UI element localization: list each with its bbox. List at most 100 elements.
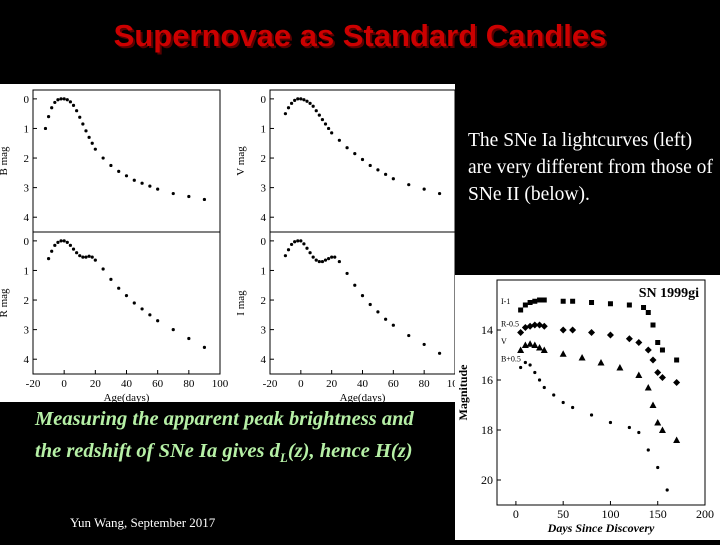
- data-point: [84, 129, 88, 133]
- data-point: [187, 194, 191, 199]
- data-point: [87, 254, 91, 258]
- x-tick-label: 150: [649, 507, 667, 521]
- x-tick-label: 40: [121, 378, 133, 390]
- data-point: [109, 277, 113, 281]
- series-label: V: [501, 337, 507, 346]
- y-tick-label: 2: [261, 153, 267, 165]
- data-point: [305, 99, 309, 103]
- data-point: [101, 156, 105, 160]
- data-point: [368, 163, 372, 168]
- y-axis-label: B mag: [0, 146, 10, 176]
- data-point: [140, 307, 144, 311]
- v-mag-panel: 0 1 2 3 4 V mag: [235, 89, 456, 233]
- data-point: [645, 310, 651, 315]
- data-point: [46, 115, 51, 119]
- y-axis-label: I mag: [235, 290, 247, 316]
- data-point: [360, 157, 365, 162]
- data-point: [171, 191, 175, 196]
- data-point: [68, 100, 72, 104]
- data-point: [93, 258, 97, 262]
- y-axis-label: V mag: [235, 146, 247, 176]
- y-tick-label: 16: [481, 373, 493, 387]
- plot-frame: [269, 231, 456, 375]
- data-point: [53, 100, 57, 105]
- data-point: [81, 122, 85, 126]
- data-point: [532, 298, 538, 304]
- data-point: [531, 341, 539, 348]
- data-point: [289, 101, 294, 105]
- data-point: [518, 307, 524, 313]
- data-point: [654, 369, 662, 376]
- b-mag-panel: 0 1 2 3 4 B mag: [0, 89, 221, 233]
- data-point: [202, 345, 207, 349]
- data-point: [536, 321, 544, 329]
- y-tick-label: 2: [24, 153, 30, 165]
- data-point: [569, 326, 577, 334]
- data-point: [302, 98, 306, 102]
- data-point: [75, 251, 79, 255]
- data-point: [641, 305, 647, 310]
- y-tick-label: 2: [261, 295, 267, 307]
- data-point: [308, 251, 312, 255]
- y-tick-label: 4: [24, 354, 30, 366]
- data-point: [589, 300, 595, 305]
- data-point: [656, 465, 660, 470]
- data-point: [665, 488, 669, 492]
- data-point: [311, 104, 315, 108]
- data-point: [368, 302, 372, 307]
- data-point: [616, 364, 624, 371]
- data-point: [644, 384, 652, 391]
- data-point: [283, 112, 288, 116]
- data-point: [56, 98, 60, 102]
- data-point: [531, 321, 539, 329]
- data-point: [384, 172, 388, 176]
- data-point: [289, 242, 294, 247]
- data-point: [337, 259, 341, 264]
- data-point: [519, 365, 523, 370]
- data-point: [330, 131, 334, 135]
- data-point: [187, 336, 191, 341]
- data-point: [78, 254, 82, 258]
- x-axis-label: Age(days): [340, 392, 386, 402]
- data-point: [330, 255, 334, 259]
- data-point: [50, 249, 54, 253]
- data-point: [293, 240, 297, 244]
- x-tick-label: 60: [388, 378, 400, 390]
- y-tick-label: 1: [261, 123, 267, 135]
- data-point: [542, 385, 546, 390]
- data-point: [625, 335, 633, 343]
- data-point: [391, 323, 395, 327]
- redshift-symbol: z: [294, 440, 303, 462]
- y-tick-label: 3: [261, 183, 267, 195]
- data-point: [323, 122, 328, 126]
- data-point: [317, 113, 321, 117]
- data-point: [422, 187, 426, 191]
- data-point: [422, 342, 426, 347]
- plot-frame: [32, 231, 221, 375]
- redshift-symbol: z: [397, 440, 406, 462]
- data-point: [296, 239, 300, 243]
- data-point: [156, 319, 160, 323]
- x-axis-label: Days Since Discovery: [547, 521, 655, 535]
- y-tick-label: 0: [261, 236, 267, 248]
- data-point: [84, 255, 88, 259]
- data-point: [597, 359, 605, 366]
- data-point: [50, 106, 54, 110]
- data-point: [526, 340, 534, 347]
- data-point: [626, 302, 632, 308]
- data-point: [644, 346, 652, 354]
- data-point: [71, 103, 76, 107]
- x-tick-label: 80: [183, 378, 195, 390]
- data-point: [523, 360, 527, 365]
- data-point: [360, 294, 365, 298]
- data-point: [345, 271, 349, 276]
- data-point: [536, 344, 544, 351]
- data-point: [302, 242, 306, 246]
- r-mag-panel: 0 1 2 3 4 -20 0 20 40 60 80 100 R mag Age(days): [0, 231, 229, 404]
- x-axis-label: Age(days): [104, 392, 150, 402]
- data-point: [286, 106, 291, 110]
- data-point: [43, 126, 48, 131]
- hubble-symbol: H: [374, 440, 391, 462]
- data-point: [635, 339, 643, 346]
- data-point: [407, 333, 411, 338]
